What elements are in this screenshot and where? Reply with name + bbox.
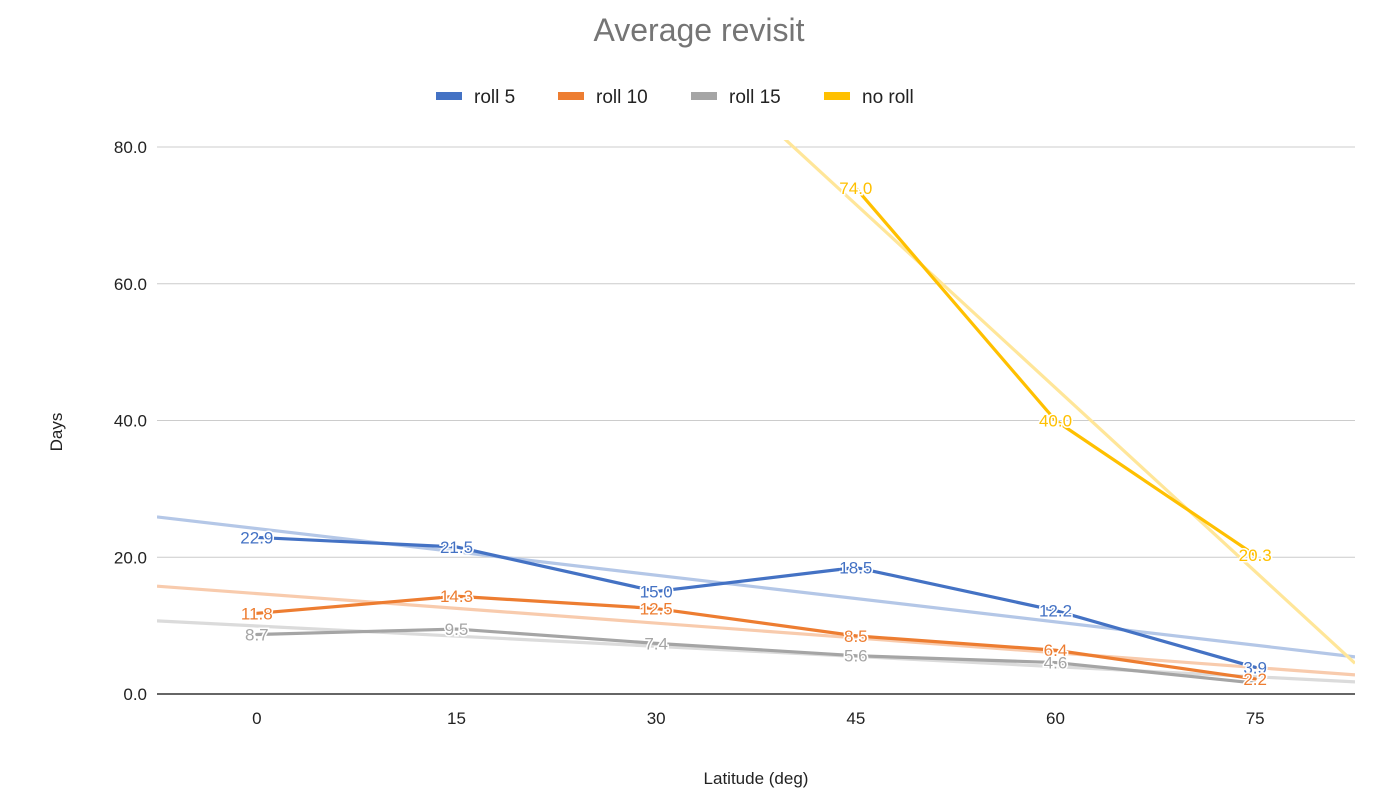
x-tick-label: 0: [252, 709, 261, 728]
data-label-roll-10: 2.2: [1243, 670, 1267, 689]
legend-swatch-roll-15: [691, 92, 717, 100]
data-label-roll-10: 6.4: [1044, 641, 1068, 660]
data-label-no-roll: 74.0: [839, 179, 872, 198]
data-label-roll-15: 5.6: [844, 647, 868, 666]
x-axis-ticks: 0 15 30 45 60 75: [252, 709, 1265, 728]
data-label-roll-5: 18.5: [839, 559, 872, 578]
chart-title: Average revisit: [593, 12, 804, 48]
series-line-roll-15: [255, 627, 1257, 685]
data-label-no-roll: 40.0: [1039, 412, 1072, 431]
data-label-roll-15: 9.5: [445, 620, 469, 639]
data-label-no-roll: 20.3: [1239, 546, 1272, 565]
y-axis-title: Days: [47, 413, 66, 452]
legend-label-no-roll: no roll: [862, 87, 914, 108]
y-tick-label: 20.0: [114, 548, 147, 567]
x-tick-label: 30: [647, 709, 666, 728]
legend-swatch-roll-5: [436, 92, 462, 100]
legend: roll 5 roll 10 roll 15 no roll: [436, 87, 914, 108]
data-label-roll-5: 15.0: [640, 582, 673, 601]
legend-label-roll-15: roll 15: [729, 87, 781, 108]
series-line-roll-10: [255, 594, 1257, 681]
x-tick-label: 45: [846, 709, 865, 728]
y-tick-label: 0.0: [123, 685, 147, 704]
data-label-roll-5: 12.2: [1039, 602, 1072, 621]
data-label-roll-5: 22.9: [240, 528, 273, 547]
x-tick-label: 15: [447, 709, 466, 728]
series-line-roll-5: [255, 535, 1257, 669]
legend-swatch-no-roll: [824, 92, 850, 100]
data-label-roll-10: 12.5: [640, 600, 673, 619]
legend-label-roll-10: roll 10: [596, 87, 648, 108]
series-lines: [255, 186, 1257, 685]
x-tick-label: 60: [1046, 709, 1065, 728]
data-label-roll-5: 21.5: [440, 538, 473, 557]
data-label-roll-5: 3.9: [1243, 658, 1267, 677]
y-tick-label: 80.0: [114, 138, 147, 157]
trendline-roll-5: [157, 515, 1355, 659]
data-label-roll-10: 14.3: [440, 587, 473, 606]
x-tick-label: 75: [1246, 709, 1265, 728]
trendline-roll-10: [157, 584, 1355, 677]
data-label-roll-10: 8.5: [844, 627, 868, 646]
series-line-no-roll: [854, 186, 1257, 557]
legend-label-roll-5: roll 5: [474, 87, 515, 108]
data-labels: 22.9 21.5 15.0 18.5 12.2 3.9 11.8 14.3 12.5 8.5 6.…: [239, 178, 1273, 691]
grid-lines: [157, 146, 1355, 695]
trendline-no-roll: [783, 140, 1355, 665]
data-label-roll-10: 11.8: [241, 604, 273, 623]
y-tick-label: 40.0: [114, 412, 147, 431]
data-label-roll-15: 8.7: [245, 626, 269, 645]
x-axis-title: Latitude (deg): [704, 769, 809, 788]
legend-swatch-roll-10: [558, 92, 584, 100]
y-axis-ticks: 0.0 20.0 40.0 60.0 80.0: [114, 138, 147, 704]
data-label-roll-15: 4.6: [1044, 654, 1068, 673]
data-label-roll-15: 7.4: [644, 634, 668, 653]
y-tick-label: 60.0: [114, 275, 147, 294]
